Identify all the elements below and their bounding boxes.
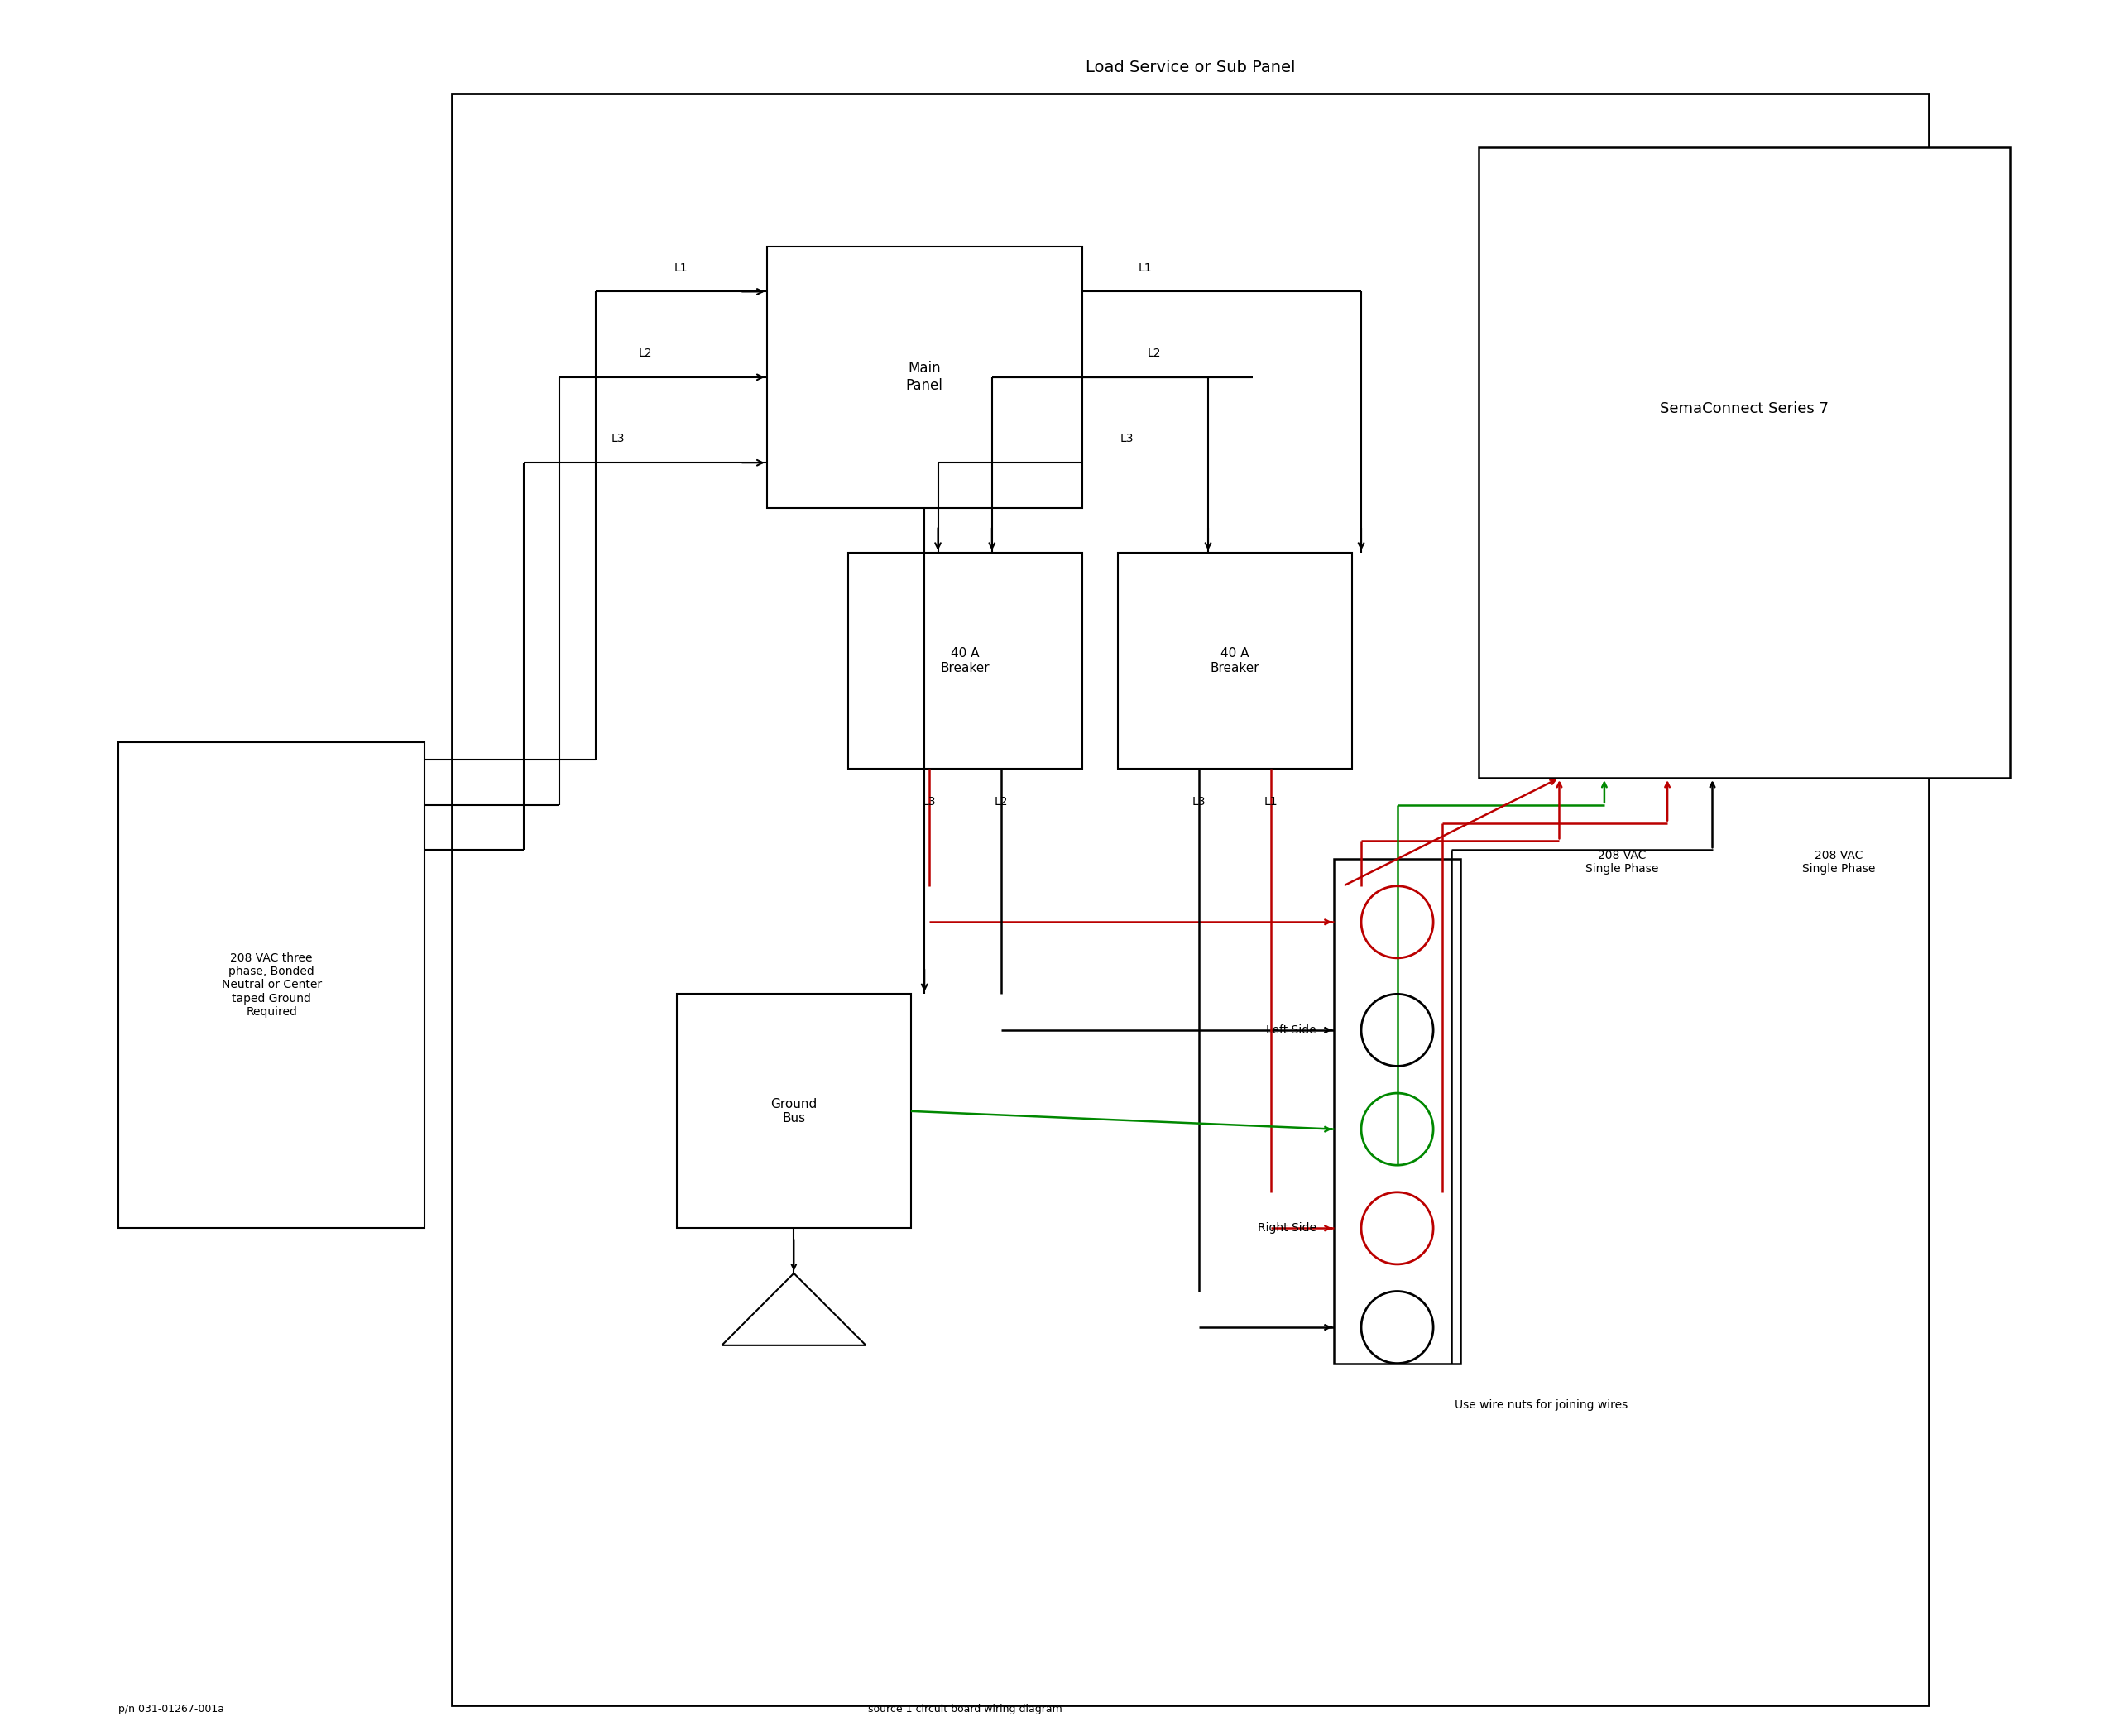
Text: L3: L3 xyxy=(1120,434,1133,444)
Text: 40 A
Breaker: 40 A Breaker xyxy=(941,648,990,674)
Text: L1: L1 xyxy=(675,262,688,274)
Text: Main
Panel: Main Panel xyxy=(905,361,943,394)
Text: L3: L3 xyxy=(1192,795,1207,807)
Text: 208 VAC
Single Phase: 208 VAC Single Phase xyxy=(1802,851,1876,875)
Bar xyxy=(1334,859,1460,1363)
Text: L2: L2 xyxy=(994,795,1009,807)
Text: Ground
Bus: Ground Bus xyxy=(770,1097,817,1125)
Text: L2: L2 xyxy=(1148,347,1160,359)
Text: L1: L1 xyxy=(1264,795,1279,807)
Text: L1: L1 xyxy=(1137,262,1152,274)
Text: Use wire nuts for joining wires: Use wire nuts for joining wires xyxy=(1454,1399,1629,1411)
Text: p/n 031-01267-001a: p/n 031-01267-001a xyxy=(118,1703,224,1715)
Bar xyxy=(452,94,1929,1705)
Text: 208 VAC three
phase, Bonded
Neutral or Center
taped Ground
Required: 208 VAC three phase, Bonded Neutral or C… xyxy=(222,953,321,1017)
Text: L3: L3 xyxy=(612,434,625,444)
Text: Left Side: Left Side xyxy=(1266,1024,1317,1036)
Bar xyxy=(118,741,424,1229)
Text: 40 A
Breaker: 40 A Breaker xyxy=(1211,648,1260,674)
Bar xyxy=(1479,148,2009,778)
Polygon shape xyxy=(722,1272,865,1345)
Text: Right Side: Right Side xyxy=(1258,1222,1317,1234)
Bar xyxy=(1118,552,1353,769)
Bar xyxy=(766,247,1082,507)
Text: source 1 circuit board wiring diagram: source 1 circuit board wiring diagram xyxy=(867,1703,1061,1715)
Text: Load Service or Sub Panel: Load Service or Sub Panel xyxy=(1085,59,1296,75)
Bar xyxy=(677,995,912,1229)
Text: L3: L3 xyxy=(922,795,935,807)
Text: 208 VAC
Single Phase: 208 VAC Single Phase xyxy=(1587,851,1658,875)
Text: SemaConnect Series 7: SemaConnect Series 7 xyxy=(1661,401,1829,417)
Bar xyxy=(848,552,1082,769)
Text: L2: L2 xyxy=(639,347,652,359)
